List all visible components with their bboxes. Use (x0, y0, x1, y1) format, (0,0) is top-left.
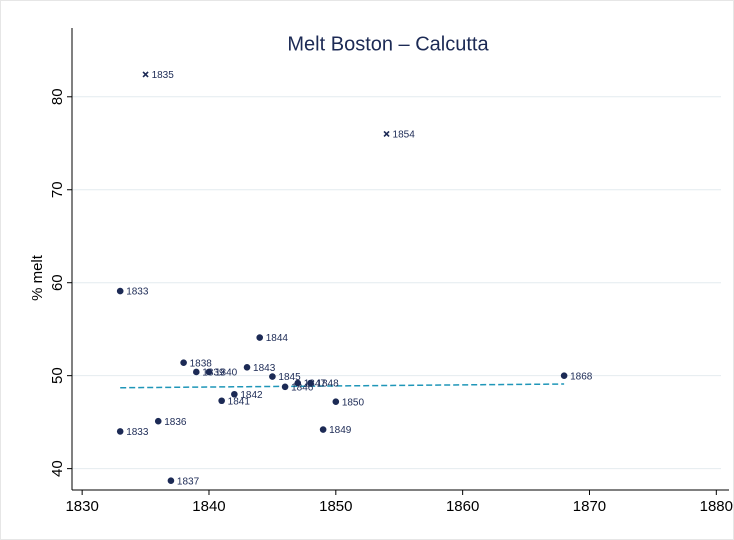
y-tick-label: 70 (49, 181, 66, 198)
point-marker (256, 334, 264, 341)
y-tick-label: 50 (49, 367, 66, 384)
point-marker (218, 397, 225, 405)
fit-line (120, 383, 565, 389)
point-label: 1836 (164, 417, 187, 428)
x-tick-label: 1880 (700, 498, 733, 515)
point-marker (154, 417, 162, 425)
point-label: 1854 (393, 130, 416, 141)
point-marker (167, 477, 175, 485)
point-label: 1842 (240, 390, 263, 401)
point-marker (560, 372, 568, 379)
point-label: 1845 (278, 372, 301, 383)
x-tick-label: 1860 (446, 498, 479, 515)
point-marker (269, 373, 276, 380)
x-tick-label: 1850 (319, 498, 352, 515)
cross-marker (142, 71, 149, 78)
point-label: 1848 (316, 379, 339, 390)
y-tick-label: 40 (49, 460, 66, 477)
point-label: 1847 (304, 379, 327, 390)
point-label: 1846 (291, 382, 314, 393)
point-label: 1849 (329, 425, 352, 436)
point-marker (294, 379, 302, 387)
point-label: 1839 (202, 368, 225, 379)
point-label: 1835 (152, 70, 175, 81)
x-tick-label: 1830 (65, 498, 98, 515)
point-marker (307, 379, 314, 387)
point-marker (243, 363, 251, 371)
point-label: 1868 (570, 371, 593, 382)
point-marker (116, 287, 124, 295)
cross-marker (383, 130, 390, 138)
point-label: 1838 (190, 358, 213, 369)
point-label: 1843 (253, 363, 276, 374)
y-tick-label: 60 (49, 274, 66, 291)
point-marker (116, 428, 124, 435)
y-axis-label: % melt (29, 254, 46, 301)
x-tick-label: 1840 (192, 498, 225, 515)
point-label: 1833 (126, 287, 149, 298)
point-marker (192, 368, 200, 376)
point-label: 1844 (266, 333, 289, 344)
point-label: 1833 (126, 427, 149, 438)
x-tick-label: 1870 (573, 498, 606, 515)
point-label: 1841 (228, 396, 251, 407)
point-marker (319, 426, 327, 433)
point-label: 1837 (177, 476, 200, 487)
point-marker (231, 390, 238, 398)
point-marker (205, 368, 213, 376)
y-tick-label: 80 (49, 88, 66, 105)
chart-title: Melt Boston – Calcutta (287, 33, 489, 55)
point-label: 1850 (342, 397, 365, 408)
point-marker (332, 398, 340, 405)
point-label: 1840 (215, 368, 238, 379)
point-marker (180, 359, 187, 366)
point-marker (281, 383, 289, 391)
